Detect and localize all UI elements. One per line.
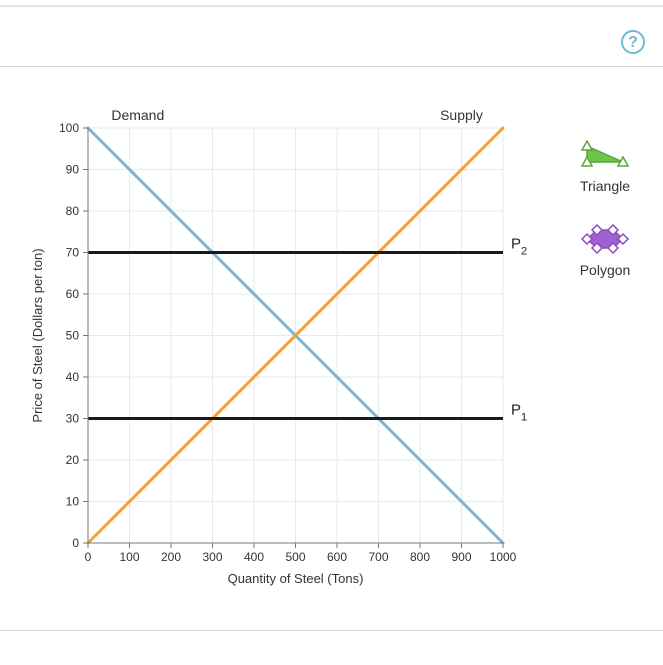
content-divider-top xyxy=(0,66,663,67)
svg-text:P1: P1 xyxy=(511,402,527,424)
svg-text:400: 400 xyxy=(244,550,264,564)
svg-text:900: 900 xyxy=(451,550,471,564)
svg-text:200: 200 xyxy=(161,550,181,564)
svg-text:800: 800 xyxy=(410,550,430,564)
svg-text:20: 20 xyxy=(66,453,80,467)
svg-text:90: 90 xyxy=(66,163,80,177)
svg-text:0: 0 xyxy=(85,550,92,564)
svg-text:P2: P2 xyxy=(511,236,527,258)
triangle-icon xyxy=(575,140,635,170)
svg-text:Quantity of Steel (Tons): Quantity of Steel (Tons) xyxy=(228,571,364,586)
svg-text:Demand: Demand xyxy=(111,107,164,123)
svg-text:100: 100 xyxy=(59,121,79,135)
svg-text:600: 600 xyxy=(327,550,347,564)
content-divider-bottom xyxy=(0,630,663,631)
tool-legend: Triangle Polygon xyxy=(555,140,655,308)
help-icon: ? xyxy=(628,34,638,51)
svg-text:60: 60 xyxy=(66,287,80,301)
svg-text:500: 500 xyxy=(285,550,305,564)
svg-text:80: 80 xyxy=(66,204,80,218)
legend-triangle-tool[interactable]: Triangle xyxy=(555,140,655,194)
legend-label: Polygon xyxy=(555,262,655,278)
legend-polygon-tool[interactable]: Polygon xyxy=(555,224,655,278)
svg-text:1000: 1000 xyxy=(490,550,517,564)
svg-text:50: 50 xyxy=(66,329,80,343)
help-button[interactable]: ? xyxy=(621,30,645,54)
svg-text:300: 300 xyxy=(202,550,222,564)
svg-text:Supply: Supply xyxy=(440,107,483,123)
svg-text:100: 100 xyxy=(119,550,139,564)
svg-text:30: 30 xyxy=(66,412,80,426)
svg-text:Price of Steel (Dollars per to: Price of Steel (Dollars per ton) xyxy=(30,248,45,422)
top-divider xyxy=(0,5,663,7)
svg-text:40: 40 xyxy=(66,370,80,384)
svg-text:700: 700 xyxy=(368,550,388,564)
chart-svg: P2 P1 0 100 200 300 400 500 600 700 800 900 1000 0 10 2… xyxy=(20,100,540,610)
svg-text:70: 70 xyxy=(66,246,80,260)
supply-demand-chart[interactable]: P2 P1 0 100 200 300 400 500 600 700 800 900 1000 0 10 2… xyxy=(20,100,540,610)
svg-text:0: 0 xyxy=(72,536,79,550)
svg-text:10: 10 xyxy=(66,495,80,509)
polygon-icon xyxy=(575,224,635,254)
legend-label: Triangle xyxy=(555,178,655,194)
